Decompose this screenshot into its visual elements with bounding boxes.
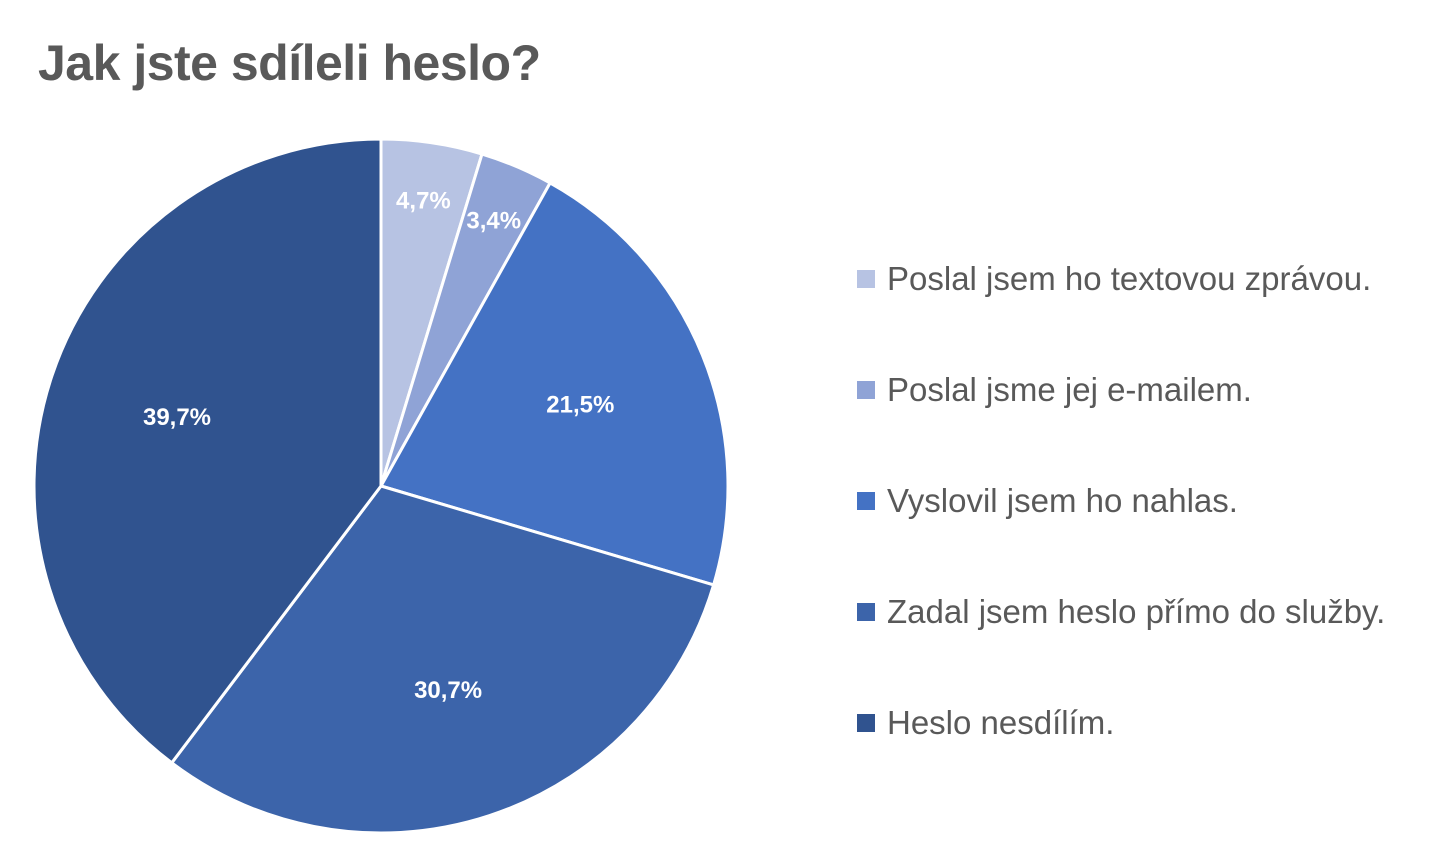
slice-data-label: 4,7% <box>396 188 451 215</box>
legend-swatch <box>857 381 875 399</box>
legend: Poslal jsem ho textovou zprávou. Poslal j… <box>857 248 1385 803</box>
legend-item: Zadal jsem heslo přímo do služby. <box>857 581 1385 643</box>
chart-title: Jak jste sdíleli heslo? <box>38 35 541 91</box>
legend-label: Heslo nesdílím. <box>887 704 1115 741</box>
slice-data-label: 30,7% <box>414 677 482 704</box>
legend-label: Poslal jsme jej e-mailem. <box>887 371 1252 408</box>
legend-swatch <box>857 270 875 288</box>
pie-labels: 4,7% 3,4% 21,5% 30,7% 39,7% <box>143 188 614 704</box>
pie-slice <box>379 181 730 587</box>
legend-label: Vyslovil jsem ho nahlas. <box>887 482 1238 519</box>
legend-item: Heslo nesdílím. <box>857 692 1385 754</box>
legend-swatch <box>857 603 875 621</box>
legend-item: Poslal jsem ho textovou zprávou. <box>857 248 1385 310</box>
slice-data-label: 21,5% <box>546 391 614 418</box>
pie-slice <box>170 484 716 835</box>
slice-data-label: 3,4% <box>466 208 521 235</box>
legend-item: Vyslovil jsem ho nahlas. <box>857 470 1385 532</box>
legend-swatch <box>857 714 875 732</box>
pie-slices <box>32 137 730 835</box>
legend-swatch <box>857 492 875 510</box>
legend-label: Zadal jsem heslo přímo do služby. <box>887 593 1386 630</box>
slice-data-label: 39,7% <box>143 404 211 431</box>
legend-label: Poslal jsem ho textovou zprávou. <box>887 260 1372 297</box>
legend-item: Poslal jsme jej e-mailem. <box>857 359 1385 421</box>
pie-slice <box>32 137 383 765</box>
